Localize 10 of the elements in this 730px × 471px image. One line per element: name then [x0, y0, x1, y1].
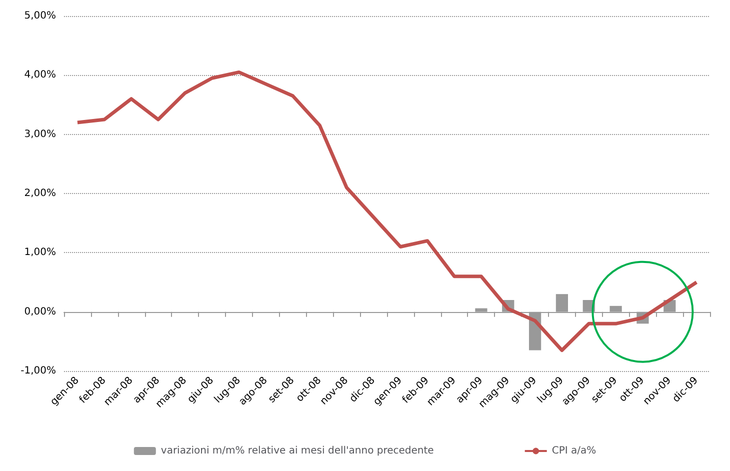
legend-label: variazioni m/m% relative ai mesi dell'anno precedente	[160, 446, 434, 456]
y-tick-label: 2,00%	[24, 188, 56, 199]
y-tick-label: 5,00%	[24, 10, 56, 22]
y-tick-label: 0,00%	[24, 306, 56, 318]
y-tick-label: 4,00%	[24, 70, 56, 81]
y-tick-label: 3,00%	[24, 128, 56, 140]
line-series	[76, 70, 698, 352]
legend-label: CPI a/a%	[552, 446, 596, 456]
y-tick-label: -1,00%	[20, 366, 56, 376]
y-tick-label: 1,00%	[24, 247, 56, 258]
